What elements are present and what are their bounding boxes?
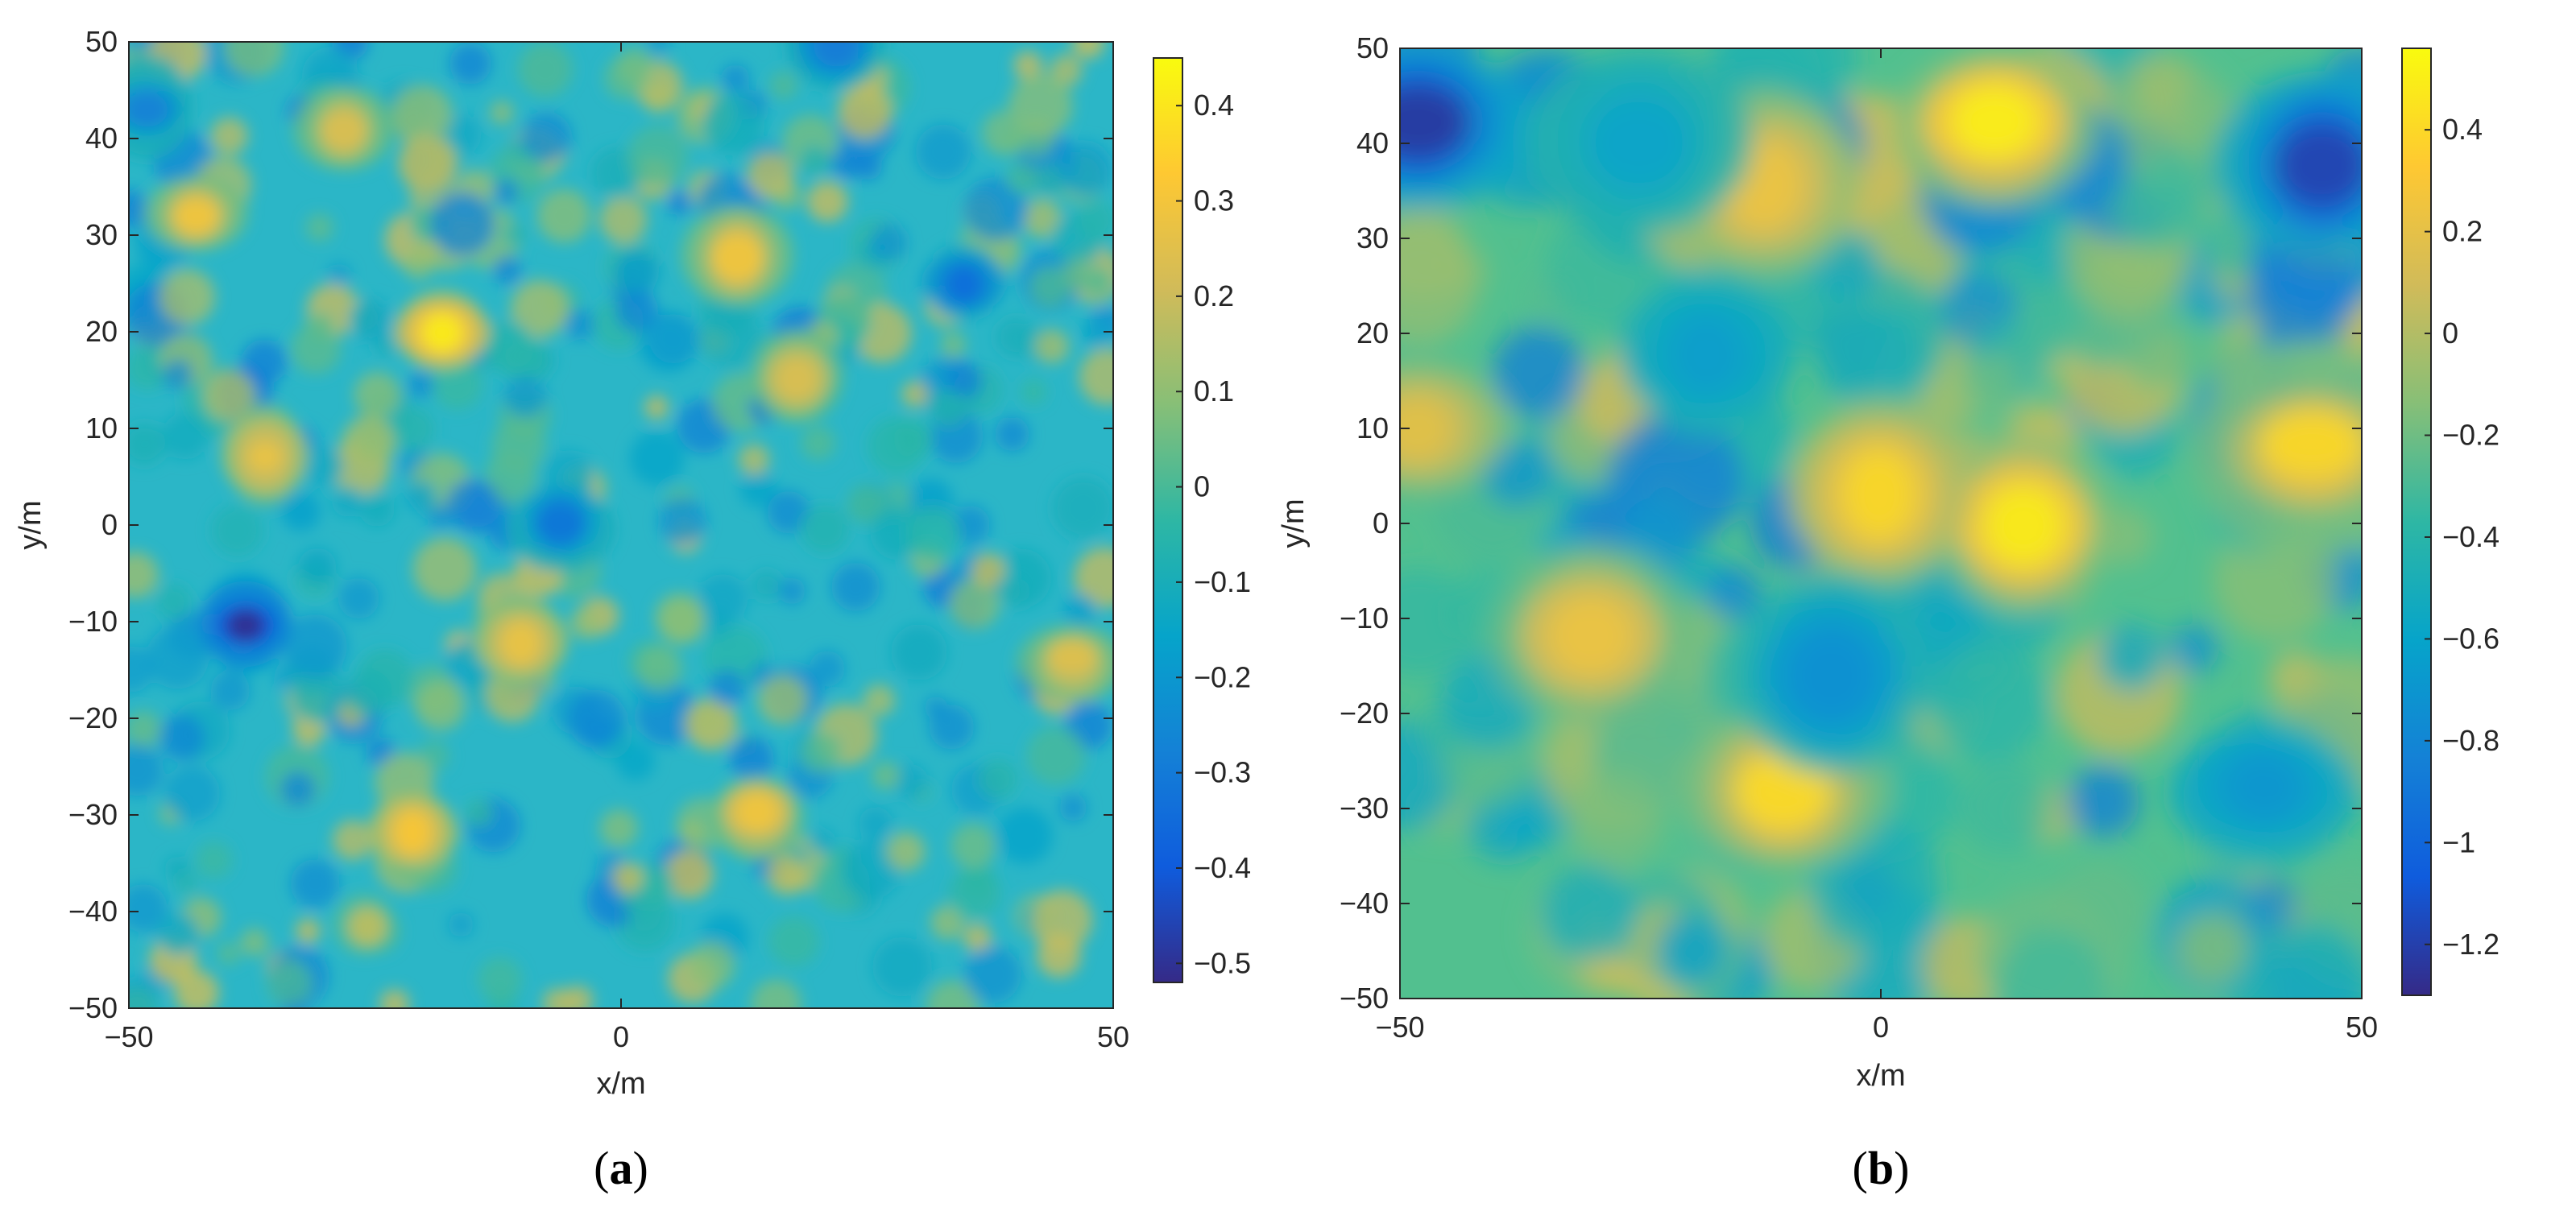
heatmap-hotspot xyxy=(1949,85,2040,159)
panel-letter-a: a xyxy=(610,1142,633,1194)
y-tick-label: 0 xyxy=(1373,507,1389,540)
heatmap-hotspot xyxy=(1400,84,1470,160)
heatmap-hotspot xyxy=(1982,485,2065,567)
heatmap-a xyxy=(129,42,1113,1008)
y-tick-label: −40 xyxy=(1340,887,1389,920)
colorbar-b-ticks: 0.4 0.2 0 −0.2 −0.4 −0.6 −0.8 −1 −1.2 xyxy=(2425,113,2499,961)
y-tick-label: −20 xyxy=(68,701,118,734)
heatmap-hotspot xyxy=(712,234,763,281)
y-tick-label: −50 xyxy=(1340,982,1389,1015)
y-tick-label: 40 xyxy=(85,122,118,155)
xlabel-a: x/m xyxy=(596,1067,645,1101)
y-tick-label: −50 xyxy=(68,991,118,1024)
y-tick-label: −20 xyxy=(1340,697,1389,730)
heatmap-hotspot xyxy=(1787,629,1875,722)
heatmap-hotspot xyxy=(172,198,220,234)
colorbar-tick-label: −0.3 xyxy=(1194,756,1251,789)
heatmap-hotspot xyxy=(776,357,818,401)
colorbar-tick-label: 0.2 xyxy=(1194,279,1234,312)
heatmap-hotspot xyxy=(1546,594,1635,678)
panel-letter-b: b xyxy=(1868,1142,1894,1194)
y-tick-label: 30 xyxy=(1356,221,1389,254)
heatmap-hotspot xyxy=(129,93,168,126)
colorbar-tick-label: −1 xyxy=(2442,825,2475,858)
colorbar-tick-label: 0 xyxy=(2442,316,2458,349)
panel-label-b: (b) xyxy=(1853,1142,1910,1194)
colorbar-tick-label: −0.2 xyxy=(1194,660,1251,693)
colorbar-tick-label: 0 xyxy=(1194,470,1210,503)
colorbar-tick-label: 0.4 xyxy=(2442,113,2483,146)
panel-label-a: (a) xyxy=(594,1142,648,1194)
y-tick-label: 10 xyxy=(85,411,118,445)
y-tick-label: 20 xyxy=(85,315,118,348)
heatmap-b-field xyxy=(1400,48,2362,999)
y-tick-label: 50 xyxy=(1356,31,1389,64)
heatmap-hotspot xyxy=(422,313,462,352)
heatmap-hotspot xyxy=(2274,123,2362,208)
heatmap-hotspot xyxy=(1734,754,1832,829)
heatmap-a-field xyxy=(129,42,1113,1008)
heatmap-hotspot xyxy=(1400,395,1454,463)
y-tick-label: −40 xyxy=(68,895,118,928)
x-tick-label: 0 xyxy=(1873,1011,1889,1044)
ylabel-b: y/m xyxy=(1277,498,1311,548)
axes-a: −50 0 50 −50 −40 −30 −20 −10 0 10 20 30 40 50 xyxy=(68,25,1129,1053)
heatmap-hotspot xyxy=(2224,752,2304,821)
heatmap-hotspot xyxy=(395,811,431,854)
heatmap-b xyxy=(1400,48,2362,999)
colorbar-tick-label: −0.6 xyxy=(2442,622,2499,655)
heatmap-hotspot xyxy=(814,42,859,67)
colorbar-a-gradient xyxy=(1153,57,1183,983)
colorbar-b: 0.4 0.2 0 −0.2 −0.4 −0.6 −0.8 −1 −1.2 xyxy=(2401,48,2499,996)
colorbar-tick-label: 0.4 xyxy=(1194,89,1234,122)
axes-b: −50 0 50 −50 −40 −30 −20 −10 0 10 20 30 40 50 xyxy=(1340,31,2378,1044)
y-tick-label: 50 xyxy=(85,25,118,58)
x-tick-label: 0 xyxy=(613,1020,629,1053)
colorbar-tick-label: 0.2 xyxy=(2442,215,2483,248)
y-tick-label: 10 xyxy=(1356,411,1389,445)
colorbar-tick-label: −0.8 xyxy=(2442,724,2499,757)
heatmap-hotspot xyxy=(946,266,981,303)
y-tick-label: −30 xyxy=(1340,792,1389,825)
x-tick-label: −50 xyxy=(1375,1011,1424,1044)
colorbar-tick-label: −0.4 xyxy=(1194,851,1251,884)
colorbar-b-gradient xyxy=(2401,48,2432,996)
ylabel-a: y/m xyxy=(14,500,48,549)
heatmap-hotspot xyxy=(1588,100,1691,185)
y-tick-label: 30 xyxy=(85,218,118,251)
heatmap-hotspot xyxy=(247,440,283,473)
y-tick-label: −10 xyxy=(1340,602,1389,635)
heatmap-hotspot xyxy=(2259,410,2362,478)
y-tick-label: 20 xyxy=(1356,316,1389,349)
x-tick-label: 50 xyxy=(1097,1020,1129,1053)
heatmap-hotspot xyxy=(1842,449,1916,540)
colorbar-tick-label: −0.5 xyxy=(1194,946,1251,979)
heatmap-hotspot xyxy=(321,110,367,151)
heatmap-hotspot xyxy=(226,610,265,642)
y-tick-label: −10 xyxy=(68,605,118,638)
y-tick-label: 40 xyxy=(1356,126,1389,159)
heatmap-hotspot xyxy=(1047,639,1097,675)
heatmap-hotspot xyxy=(735,792,779,832)
colorbar-tick-label: −0.1 xyxy=(1194,565,1251,598)
xlabel-b: x/m xyxy=(1856,1059,1905,1093)
panel-a: −50 0 50 −50 −40 −30 −20 −10 0 10 20 30 40 50 x/m y/m… xyxy=(14,25,1251,1194)
x-tick-label: 50 xyxy=(2346,1011,2378,1044)
y-tick-label: −30 xyxy=(68,798,118,831)
heatmap-hotspot xyxy=(1671,316,1742,394)
y-tick-label: 0 xyxy=(101,508,118,541)
colorbar-a: 0.4 0.3 0.2 0.1 0 −0.1 −0.2 −0.3 −0.4 −0.5 xyxy=(1153,57,1251,983)
colorbar-tick-label: −0.2 xyxy=(2442,419,2499,452)
colorbar-tick-label: −0.4 xyxy=(2442,520,2499,553)
colorbar-tick-label: −1.2 xyxy=(2442,928,2499,961)
heatmap-hotspot xyxy=(501,622,540,665)
colorbar-tick-label: 0.1 xyxy=(1194,374,1234,407)
colorbar-a-ticks: 0.4 0.3 0.2 0.1 0 −0.1 −0.2 −0.3 −0.4 −0.5 xyxy=(1176,89,1251,979)
colorbar-tick-label: 0.3 xyxy=(1194,184,1234,217)
x-tick-label: −50 xyxy=(104,1020,153,1053)
heatmap-hotspot xyxy=(536,502,586,544)
